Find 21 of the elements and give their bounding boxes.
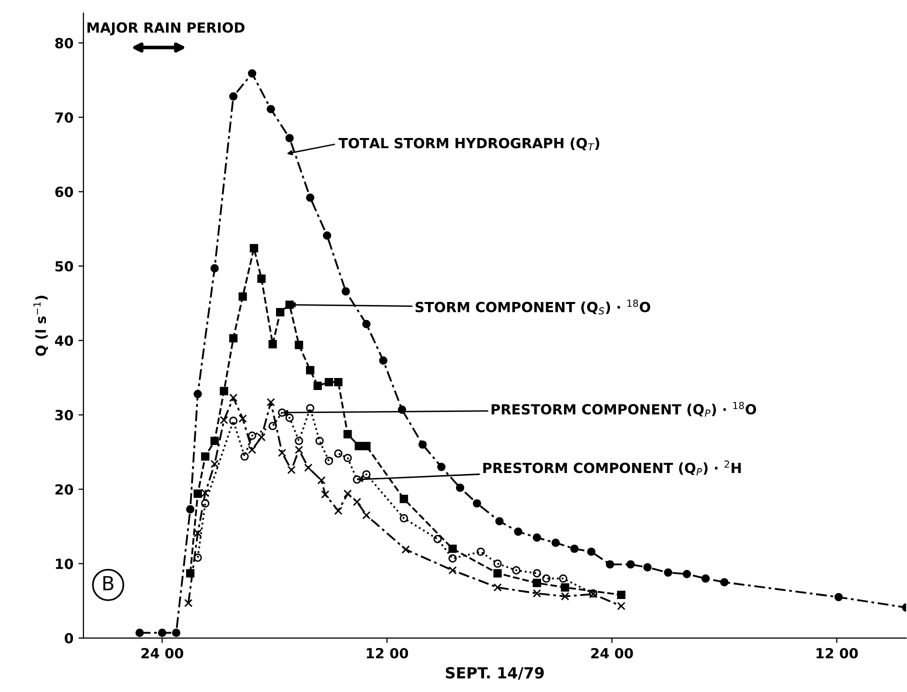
x-tick-label: 12 00 [816,648,858,658]
x-tick-label: 24 00 [591,648,633,658]
y-tick-label: 50 [55,261,74,272]
y-tick-label: 80 [55,38,74,48]
annotation: PRESTORM COMPONENT (Q$_{P}$) · $^{18}$O [492,402,756,417]
annotation: TOTAL STORM HYDROGRAPH (Q$_{T}$) [338,138,600,150]
y-axis-title: Q (l s$^{−1}$) [33,296,48,356]
y-tick-label: 0 [64,632,74,644]
annotation: STORM COMPONENT (Q$_{S}$) · $^{18}$O [416,300,650,315]
y-tick-label: 40 [55,335,74,346]
annotation: B [103,576,114,590]
annotation: PRESTORM COMPONENT (Q$_{P}$) · $^{2}$H [483,460,741,476]
y-tick-label: 20 [55,484,74,495]
annotation: MAJOR RAIN PERIOD [87,22,244,36]
y-tick-label: 60 [55,186,74,198]
y-tick-label: 10 [56,558,74,570]
x-tick-label: 12 00 [366,648,408,658]
x-axis-title: SEPT. 14/79 [446,667,544,680]
y-tick-label: 70 [55,112,74,123]
y-tick-label: 30 [55,410,74,420]
x-tick-label: 24 00 [142,648,184,658]
